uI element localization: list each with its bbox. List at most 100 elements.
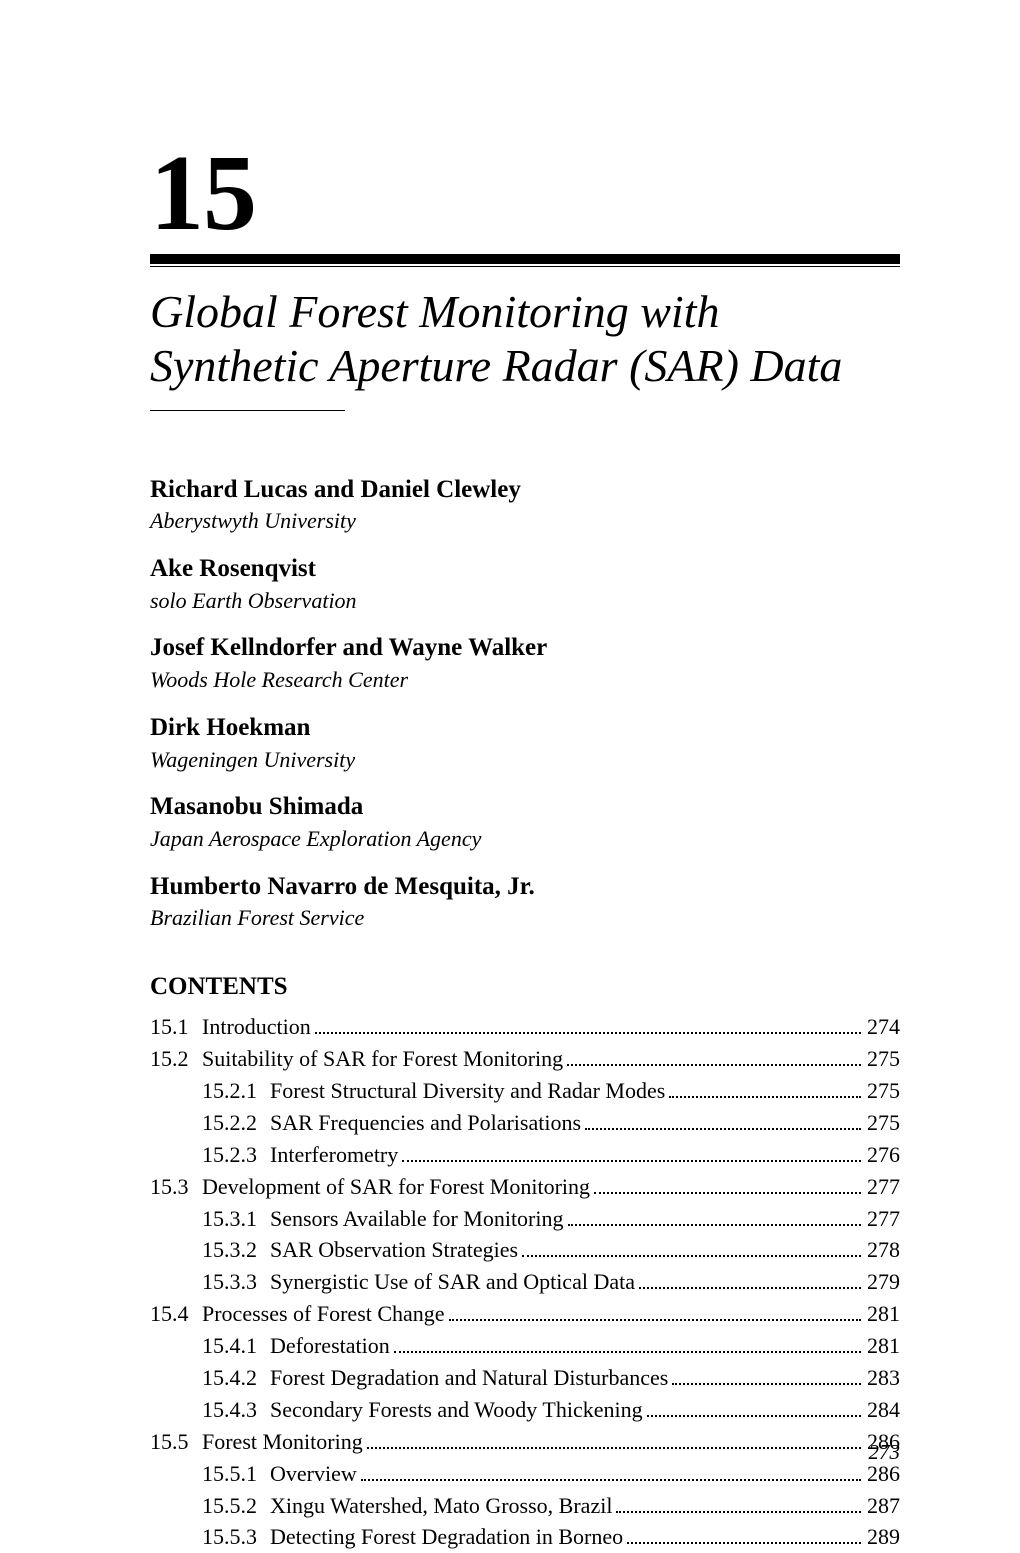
toc-leader <box>627 1525 861 1545</box>
toc-number: 15.4.1 <box>202 1330 270 1362</box>
toc-leader <box>567 1046 861 1066</box>
toc-row: 15.2Suitability of SAR for Forest Monito… <box>150 1043 900 1075</box>
author-affiliation: Woods Hole Research Center <box>150 665 900 695</box>
toc-leader <box>594 1174 861 1194</box>
toc-text: Development of SAR for Forest Monitoring <box>202 1171 590 1203</box>
toc-number: 15.4 <box>150 1298 202 1330</box>
author-block: Richard Lucas and Daniel Clewley Aberyst… <box>150 473 900 536</box>
toc-page: 275 <box>865 1043 900 1075</box>
author-block: Josef Kellndorfer and Wayne Walker Woods… <box>150 631 900 694</box>
toc-leader <box>315 1015 861 1035</box>
author-block: Masanobu Shimada Japan Aerospace Explora… <box>150 790 900 853</box>
toc-page: 277 <box>865 1203 900 1235</box>
toc-number: 15.3.3 <box>202 1266 270 1298</box>
rule-heavy <box>150 254 900 264</box>
toc-text: Interferometry <box>270 1139 398 1171</box>
toc-row: 15.2.2SAR Frequencies and Polarisations2… <box>150 1107 900 1139</box>
toc-row: 15.5.2Xingu Watershed, Mato Grosso, Braz… <box>150 1490 900 1522</box>
toc-number: 15.2.1 <box>202 1075 270 1107</box>
toc-number: 15.4.3 <box>202 1394 270 1426</box>
toc-page: 277 <box>865 1171 900 1203</box>
toc-leader <box>639 1270 861 1290</box>
toc-leader <box>568 1206 862 1226</box>
toc-text: Processes of Forest Change <box>202 1298 445 1330</box>
toc-leader <box>402 1142 861 1162</box>
author-affiliation: Wageningen University <box>150 745 900 775</box>
page: 15 Global Forest Monitoring with Synthet… <box>0 0 1020 1529</box>
toc-text: SAR Frequencies and Polarisations <box>270 1107 581 1139</box>
author-block: Humberto Navarro de Mesquita, Jr. Brazil… <box>150 870 900 933</box>
contents-heading: CONTENTS <box>150 973 900 1001</box>
toc-leader <box>669 1078 861 1098</box>
toc-row: 15.5Forest Monitoring286 <box>150 1426 900 1458</box>
sub-rule <box>150 410 345 411</box>
chapter-title: Global Forest Monitoring with Synthetic … <box>150 285 900 394</box>
toc-text: Overview <box>270 1458 357 1490</box>
toc-number: 15.3.2 <box>202 1234 270 1266</box>
author-name: Ake Rosenqvist <box>150 552 900 586</box>
toc-number: 15.3 <box>150 1171 202 1203</box>
toc-number: 15.5 <box>150 1426 202 1458</box>
toc-page: 276 <box>865 1139 900 1171</box>
toc-leader <box>361 1461 861 1481</box>
toc-page: 279 <box>865 1266 900 1298</box>
toc-number: 15.1 <box>150 1011 202 1043</box>
toc-text: Synergistic Use of SAR and Optical Data <box>270 1266 635 1298</box>
toc-page: 281 <box>865 1330 900 1362</box>
chapter-title-line: Global Forest Monitoring with <box>150 286 719 337</box>
author-block: Ake Rosenqvist solo Earth Observation <box>150 552 900 615</box>
table-of-contents: 15.1Introduction27415.2Suitability of SA… <box>150 1011 900 1553</box>
toc-number: 15.2 <box>150 1043 202 1075</box>
toc-row: 15.4.3Secondary Forests and Woody Thicke… <box>150 1394 900 1426</box>
toc-leader <box>647 1397 861 1417</box>
toc-number: 15.4.2 <box>202 1362 270 1394</box>
rule-thin <box>150 266 900 267</box>
toc-page: 281 <box>865 1298 900 1330</box>
toc-page: 278 <box>865 1234 900 1266</box>
toc-text: Deforestation <box>270 1330 390 1362</box>
author-name: Dirk Hoekman <box>150 711 900 745</box>
toc-text: SAR Observation Strategies <box>270 1234 518 1266</box>
toc-text: Sensors Available for Monitoring <box>270 1203 564 1235</box>
toc-page: 287 <box>865 1490 900 1522</box>
author-name: Masanobu Shimada <box>150 790 900 824</box>
author-name: Humberto Navarro de Mesquita, Jr. <box>150 870 900 904</box>
toc-row: 15.3.1Sensors Available for Monitoring27… <box>150 1203 900 1235</box>
toc-leader <box>449 1302 861 1322</box>
page-number: 273 <box>869 1440 901 1465</box>
toc-page: 283 <box>865 1362 900 1394</box>
toc-row: 15.5.3Detecting Forest Degradation in Bo… <box>150 1521 900 1553</box>
toc-row: 15.4.1Deforestation 281 <box>150 1330 900 1362</box>
toc-row: 15.4.2Forest Degradation and Natural Dis… <box>150 1362 900 1394</box>
toc-leader <box>672 1365 861 1385</box>
toc-leader <box>394 1333 861 1353</box>
toc-row: 15.3Development of SAR for Forest Monito… <box>150 1171 900 1203</box>
toc-row: 15.3.2SAR Observation Strategies 278 <box>150 1234 900 1266</box>
toc-page: 274 <box>865 1011 900 1043</box>
toc-leader <box>585 1110 861 1130</box>
toc-text: Forest Degradation and Natural Disturban… <box>270 1362 668 1394</box>
toc-text: Xingu Watershed, Mato Grosso, Brazil <box>270 1490 612 1522</box>
chapter-title-line: Synthetic Aperture Radar (SAR) Data <box>150 340 842 391</box>
toc-number: 15.5.2 <box>202 1490 270 1522</box>
toc-number: 15.5.3 <box>202 1521 270 1553</box>
authors-block: Richard Lucas and Daniel Clewley Aberyst… <box>150 473 900 934</box>
toc-text: Forest Monitoring <box>202 1426 363 1458</box>
toc-row: 15.2.3Interferometry276 <box>150 1139 900 1171</box>
author-affiliation: solo Earth Observation <box>150 586 900 616</box>
toc-row: 15.4Processes of Forest Change 281 <box>150 1298 900 1330</box>
toc-text: Suitability of SAR for Forest Monitoring <box>202 1043 563 1075</box>
toc-number: 15.2.2 <box>202 1107 270 1139</box>
toc-row: 15.1Introduction 274 <box>150 1011 900 1043</box>
toc-row: 15.2.1Forest Structural Diversity and Ra… <box>150 1075 900 1107</box>
toc-leader <box>616 1493 861 1513</box>
toc-page: 275 <box>865 1075 900 1107</box>
author-affiliation: Aberystwyth University <box>150 506 900 536</box>
toc-text: Forest Structural Diversity and Radar Mo… <box>270 1075 665 1107</box>
toc-number: 15.5.1 <box>202 1458 270 1490</box>
toc-text: Introduction <box>202 1011 311 1043</box>
toc-text: Detecting Forest Degradation in Borneo <box>270 1521 623 1553</box>
author-affiliation: Brazilian Forest Service <box>150 903 900 933</box>
toc-row: 15.5.1Overview286 <box>150 1458 900 1490</box>
author-block: Dirk Hoekman Wageningen University <box>150 711 900 774</box>
